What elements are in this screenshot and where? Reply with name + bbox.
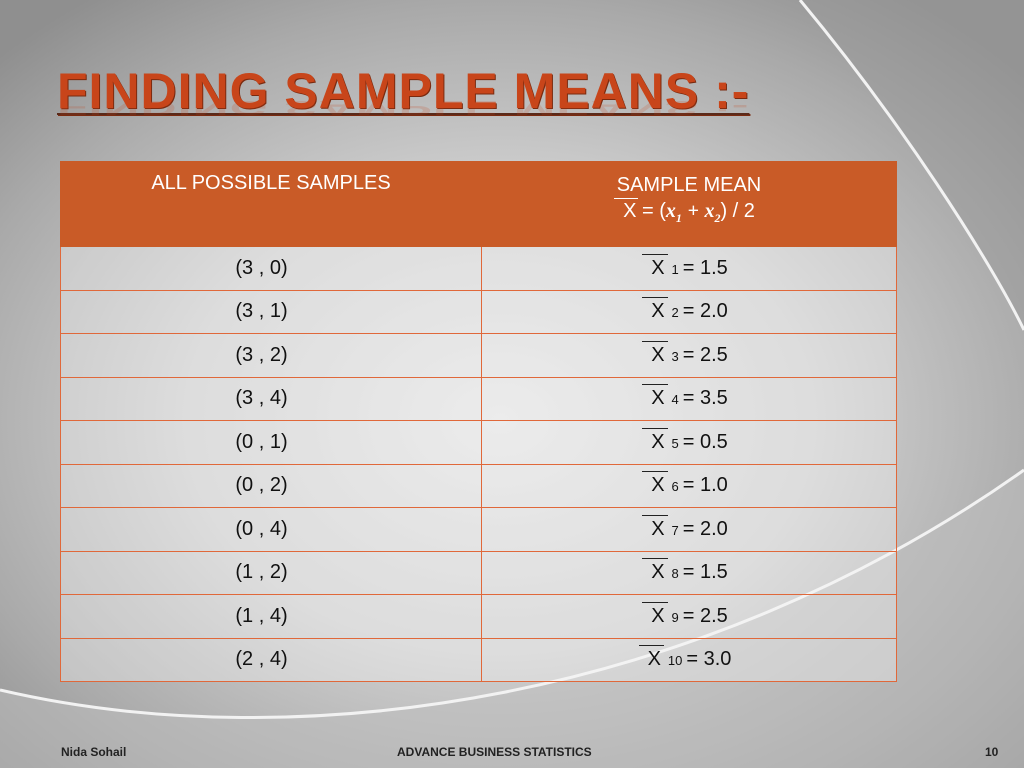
mean-x-bar: X xyxy=(642,514,668,540)
sample-cell: (3 , 2) xyxy=(60,333,482,378)
sample-cell: (0 , 4) xyxy=(60,507,482,552)
formula-x2-subscript: 2 xyxy=(714,211,721,225)
sample-cell: (1 , 2) xyxy=(60,550,482,595)
mean-subscript: 2 xyxy=(671,305,679,321)
mean-x-bar: X xyxy=(642,297,668,323)
mean-subscript: 5 xyxy=(671,435,679,451)
table-row: (2 , 4) X 10 = 3.0 xyxy=(60,637,897,682)
mean-subscript: 4 xyxy=(671,392,679,408)
mean-value: = 2.0 xyxy=(682,300,728,323)
mean-cell: X 3 = 2.5 xyxy=(481,333,897,378)
table-row: (0 , 2) X 6 = 1.0 xyxy=(60,463,897,508)
mean-cell: X 10 = 3.0 xyxy=(481,637,897,682)
table-row: (0 , 1) X 5 = 0.5 xyxy=(60,420,897,465)
formula-x1-letter: x xyxy=(665,200,676,222)
sample-mean-formula: X = (x1 + x2) / 2 xyxy=(483,198,895,231)
formula-x-bar: X xyxy=(613,198,639,222)
mean-subscript: 3 xyxy=(671,348,679,364)
mean-cell: X 2 = 2.0 xyxy=(481,289,897,334)
header-sample-mean-label: SAMPLE MEAN xyxy=(616,174,762,196)
header-sample-mean: SAMPLE MEAN X = (x1 + x2) / 2 xyxy=(481,161,897,247)
footer-author: Nida Sohail xyxy=(61,745,127,759)
mean-value: = 3.5 xyxy=(682,387,728,410)
mean-value: = 0.5 xyxy=(682,430,728,453)
table-row: (3 , 4) X 4 = 3.5 xyxy=(60,376,897,421)
formula-plus: + xyxy=(687,200,699,222)
formula-x1: x1 xyxy=(665,200,682,225)
header-all-possible-samples: ALL POSSIBLE SAMPLES xyxy=(60,161,482,247)
mean-value: = 2.5 xyxy=(682,343,728,366)
sample-cell: (3 , 4) xyxy=(60,376,482,421)
table-row: (3 , 0) X 1 = 1.5 xyxy=(60,246,897,291)
mean-value: = 1.0 xyxy=(682,474,728,497)
sample-cell: (1 , 4) xyxy=(60,594,482,639)
mean-value: = 2.0 xyxy=(682,517,728,540)
title-reflection: Finding Sample Means :- xyxy=(57,96,750,120)
mean-subscript: 9 xyxy=(671,609,679,625)
formula-x2-letter: x xyxy=(704,200,715,222)
sample-cell: (3 , 0) xyxy=(60,246,482,291)
mean-x-bar: X xyxy=(642,601,668,627)
formula-equals-open: = ( xyxy=(642,200,666,222)
footer-page-number: 10 xyxy=(985,745,999,759)
mean-cell: X 8 = 1.5 xyxy=(481,550,897,595)
table-row: (1 , 4) X 9 = 2.5 xyxy=(60,594,897,639)
mean-subscript: 7 xyxy=(671,522,679,538)
mean-x-bar: X xyxy=(642,471,668,497)
sample-cell: (0 , 2) xyxy=(60,463,482,508)
footer-course: ADVANCE BUSINESS STATISTICS xyxy=(397,745,592,759)
mean-cell: X 6 = 1.0 xyxy=(481,463,897,508)
sample-means-table: ALL POSSIBLE SAMPLES SAMPLE MEAN X = (x1… xyxy=(60,161,897,682)
formula-close-div: ) / 2 xyxy=(720,200,755,222)
mean-value: = 2.5 xyxy=(682,604,728,627)
sample-cell: (2 , 4) xyxy=(60,637,482,682)
formula-x2: x2 xyxy=(704,200,721,225)
mean-subscript: 8 xyxy=(671,566,679,582)
mean-subscript: 10 xyxy=(667,653,683,669)
table-row: (3 , 2) X 3 = 2.5 xyxy=(60,333,897,378)
mean-value: = 1.5 xyxy=(682,256,728,279)
mean-x-bar: X xyxy=(642,253,668,279)
mean-x-bar: X xyxy=(642,558,668,584)
mean-cell: X 1 = 1.5 xyxy=(481,246,897,291)
sample-cell: (3 , 1) xyxy=(60,289,482,334)
table-header-row: ALL POSSIBLE SAMPLES SAMPLE MEAN X = (x1… xyxy=(60,161,897,247)
sample-cell: (0 , 1) xyxy=(60,420,482,465)
mean-cell: X 4 = 3.5 xyxy=(481,376,897,421)
mean-cell: X 5 = 0.5 xyxy=(481,420,897,465)
mean-subscript: 1 xyxy=(671,261,679,277)
mean-value: = 1.5 xyxy=(682,561,728,584)
table-row: (3 , 1) X 2 = 2.0 xyxy=(60,289,897,334)
page-title: Finding Sample Means :- xyxy=(57,63,750,119)
table-row: (0 , 4) X 7 = 2.0 xyxy=(60,507,897,552)
table-row: (1 , 2) X 8 = 1.5 xyxy=(60,550,897,595)
formula-x1-subscript: 1 xyxy=(675,211,682,225)
mean-value: = 3.0 xyxy=(686,648,732,671)
mean-cell: X 9 = 2.5 xyxy=(481,594,897,639)
mean-x-bar: X xyxy=(638,645,665,671)
mean-x-bar: X xyxy=(642,427,668,453)
mean-x-bar: X xyxy=(642,384,668,410)
mean-cell: X 7 = 2.0 xyxy=(481,507,897,552)
mean-subscript: 6 xyxy=(671,479,679,495)
mean-x-bar: X xyxy=(642,340,668,366)
